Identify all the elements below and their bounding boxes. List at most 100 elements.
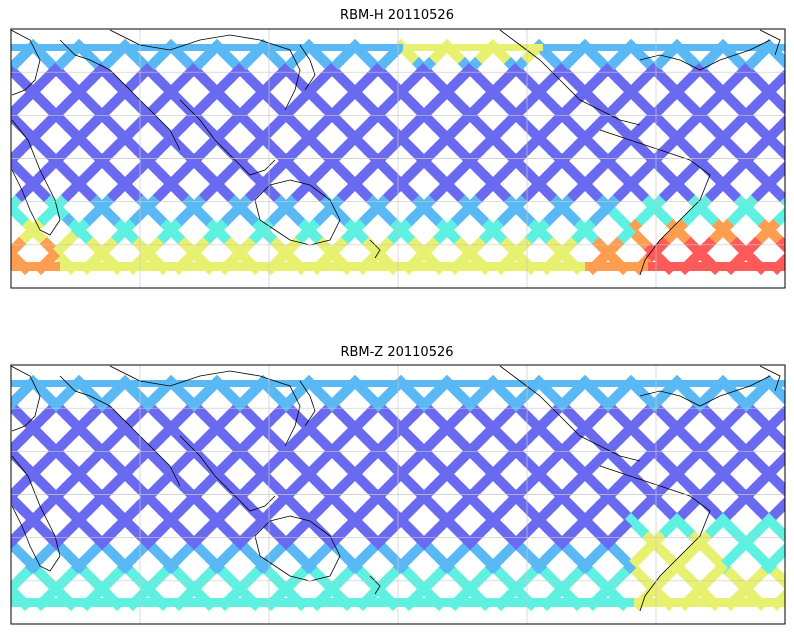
- swath-cell: [779, 530, 785, 546]
- swath-cell: [277, 380, 284, 387]
- swath-cell: [326, 262, 333, 271]
- swath-cell: [172, 262, 179, 271]
- swath-cell: [445, 262, 452, 271]
- swath-cell: [25, 598, 32, 607]
- swath-cell: [60, 262, 67, 271]
- swath-cell: [354, 598, 361, 607]
- swath-cell: [284, 380, 291, 387]
- swath-cell: [543, 262, 550, 271]
- coastline: [369, 239, 381, 259]
- coastline: [11, 119, 61, 236]
- swath-cell: [690, 44, 697, 51]
- swath-cell: [760, 44, 767, 51]
- map-panel-rbm-z: [0, 364, 794, 625]
- swath-cell: [144, 598, 151, 607]
- swath-cell: [137, 262, 144, 271]
- swath-cell: [354, 44, 361, 51]
- swath-cell: [431, 380, 438, 387]
- swath-cell: [46, 380, 53, 387]
- swath-cell: [95, 598, 102, 607]
- swath-cell: [361, 380, 368, 387]
- swath-cell: [480, 598, 487, 607]
- gridlines-rbm-h: [11, 29, 785, 288]
- swath-cell: [634, 380, 641, 387]
- swath-cell: [291, 44, 298, 51]
- swath-cell: [536, 380, 543, 387]
- swath-cell: [775, 98, 785, 114]
- swath-cell: [11, 598, 18, 607]
- swath-cell: [347, 598, 354, 607]
- swath-cell: [116, 44, 123, 51]
- swath-cell: [186, 380, 193, 387]
- swath-cell: [522, 380, 529, 387]
- swath-cell: [494, 598, 501, 607]
- swath-cell: [242, 262, 249, 271]
- swath-cell: [0, 483, 10, 497]
- swath-cell: [725, 598, 732, 607]
- swath-cell: [788, 579, 794, 593]
- swath-cell: [536, 44, 543, 51]
- swath-cell: [410, 598, 417, 607]
- swath-cell: [102, 380, 109, 387]
- swath-cell: [396, 380, 403, 387]
- swath-cell: [494, 44, 501, 51]
- swath-cell: [578, 380, 585, 387]
- swath-cell: [0, 543, 10, 557]
- swath-cell: [95, 380, 102, 387]
- swath-cell: [774, 262, 781, 271]
- swath-cell: [711, 262, 718, 271]
- swath-cell: [753, 44, 760, 51]
- coastlines-rbm-z: [11, 365, 781, 612]
- swath-cell: [739, 598, 746, 607]
- swath-cell: [137, 380, 144, 387]
- swath-cell: [109, 598, 116, 607]
- swath-cell: [564, 262, 571, 271]
- swath-cell: [669, 44, 676, 51]
- swath-cell: [214, 598, 221, 607]
- swath-cell: [375, 380, 382, 387]
- swath-cell: [620, 598, 627, 607]
- swath-cell: [88, 44, 95, 51]
- swath-cell: [487, 44, 494, 51]
- coastline: [179, 99, 276, 176]
- swath-cell: [11, 56, 13, 72]
- swath-cell: [158, 380, 165, 387]
- swath-cell: [746, 44, 753, 51]
- swath-cell: [775, 434, 785, 450]
- swath-cell: [256, 380, 263, 387]
- swath-cell: [389, 44, 396, 51]
- swath-cell: [786, 153, 794, 167]
- swath-cell: [459, 598, 466, 607]
- swath-cell: [11, 398, 17, 414]
- swath-cell: [564, 380, 571, 387]
- swath-cell: [410, 44, 417, 51]
- panel-title-rbm-h: RBM-H 20110526: [340, 8, 454, 23]
- swath-cell: [53, 380, 60, 387]
- swath-cell: [522, 44, 529, 51]
- swath-cell: [753, 380, 760, 387]
- swath-cell: [144, 380, 151, 387]
- swath-cell: [221, 598, 228, 607]
- swath-cell: [648, 262, 655, 271]
- swath-cell: [466, 44, 473, 51]
- swath-cell: [424, 598, 431, 607]
- swath-cell: [445, 44, 452, 51]
- swath-cell: [417, 598, 424, 607]
- swath-cell: [11, 536, 17, 552]
- swath-cell: [25, 44, 32, 51]
- swath-cell: [501, 598, 508, 607]
- swath-cell: [207, 598, 214, 607]
- swath-cell: [0, 117, 8, 131]
- swath-cell: [515, 44, 522, 51]
- swath-cell: [424, 380, 431, 387]
- swath-cell: [760, 380, 767, 387]
- swath-cell: [564, 44, 571, 51]
- swath-cell: [627, 598, 634, 607]
- swath-cell: [39, 380, 46, 387]
- swath-cell: [221, 380, 228, 387]
- swath-cell: [753, 262, 760, 271]
- swath-cell: [235, 44, 242, 51]
- swath-cell: [648, 380, 655, 387]
- swath-cell: [655, 262, 662, 271]
- swath-cell: [256, 598, 263, 607]
